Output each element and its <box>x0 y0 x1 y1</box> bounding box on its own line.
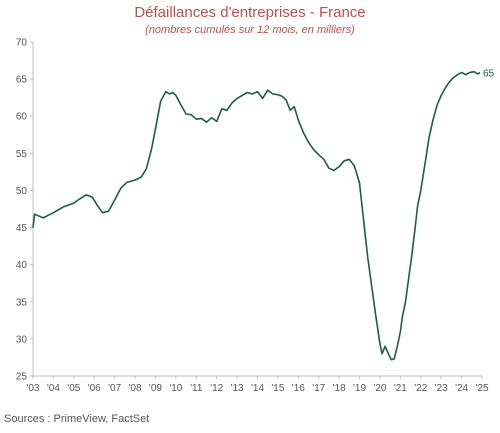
x-tick-label: '18 <box>333 383 346 394</box>
x-axis-ticks: '03 '04 '05 '06 '07 '08 '09 '10 '11 '12 '13 '14 '15 '… <box>26 376 489 394</box>
end-value-label: 65 <box>483 68 495 79</box>
x-tick-label: '19 <box>353 383 366 394</box>
x-tick-label: '04 <box>47 383 60 394</box>
series-line <box>32 70 481 361</box>
y-tick-label: 60 <box>16 112 28 123</box>
x-tick-label: '11 <box>190 383 203 394</box>
x-tick-label: '10 <box>169 383 182 394</box>
x-tick-label: '23 <box>435 383 448 394</box>
x-tick-label: '24 <box>455 383 468 394</box>
y-tick-label: 65 <box>16 75 28 86</box>
x-tick-label: '09 <box>149 383 162 394</box>
x-tick-label: '16 <box>292 383 305 394</box>
x-tick-label: '21 <box>394 383 407 394</box>
y-tick-label: 25 <box>16 372 28 383</box>
x-tick-label: '12 <box>210 383 223 394</box>
y-tick-label: 50 <box>16 186 28 197</box>
x-tick-label: '15 <box>271 383 284 394</box>
x-tick-label: '20 <box>373 383 386 394</box>
x-tick-label: '14 <box>251 383 264 394</box>
x-tick-label: '25 <box>475 383 488 394</box>
series-lines <box>32 70 481 361</box>
chart-subtitle: (nombres cumulés sur 12 mois, en millier… <box>145 24 355 36</box>
x-tick-label: '13 <box>231 383 244 394</box>
x-tick-label: '06 <box>88 383 101 394</box>
end-labels: 65 <box>483 68 495 79</box>
x-tick-label: '05 <box>67 383 80 394</box>
y-axis-ticks: 25 30 35 40 45 50 55 60 65 70 <box>16 38 33 383</box>
y-tick-label: 45 <box>16 223 28 234</box>
x-tick-label: '03 <box>26 383 39 394</box>
x-tick-label: '08 <box>129 383 142 394</box>
y-tick-label: 55 <box>16 149 28 160</box>
y-tick-label: 30 <box>16 334 28 345</box>
y-tick-label: 70 <box>16 38 28 49</box>
x-tick-label: '07 <box>108 383 121 394</box>
y-tick-label: 40 <box>16 260 28 271</box>
source-note: Sources : PrimeView, FactSet <box>4 413 150 425</box>
x-tick-label: '17 <box>312 383 325 394</box>
chart-title: Défaillances d'entreprises - France <box>134 4 366 21</box>
x-tick-label: '22 <box>414 383 427 394</box>
y-tick-label: 35 <box>16 297 28 308</box>
